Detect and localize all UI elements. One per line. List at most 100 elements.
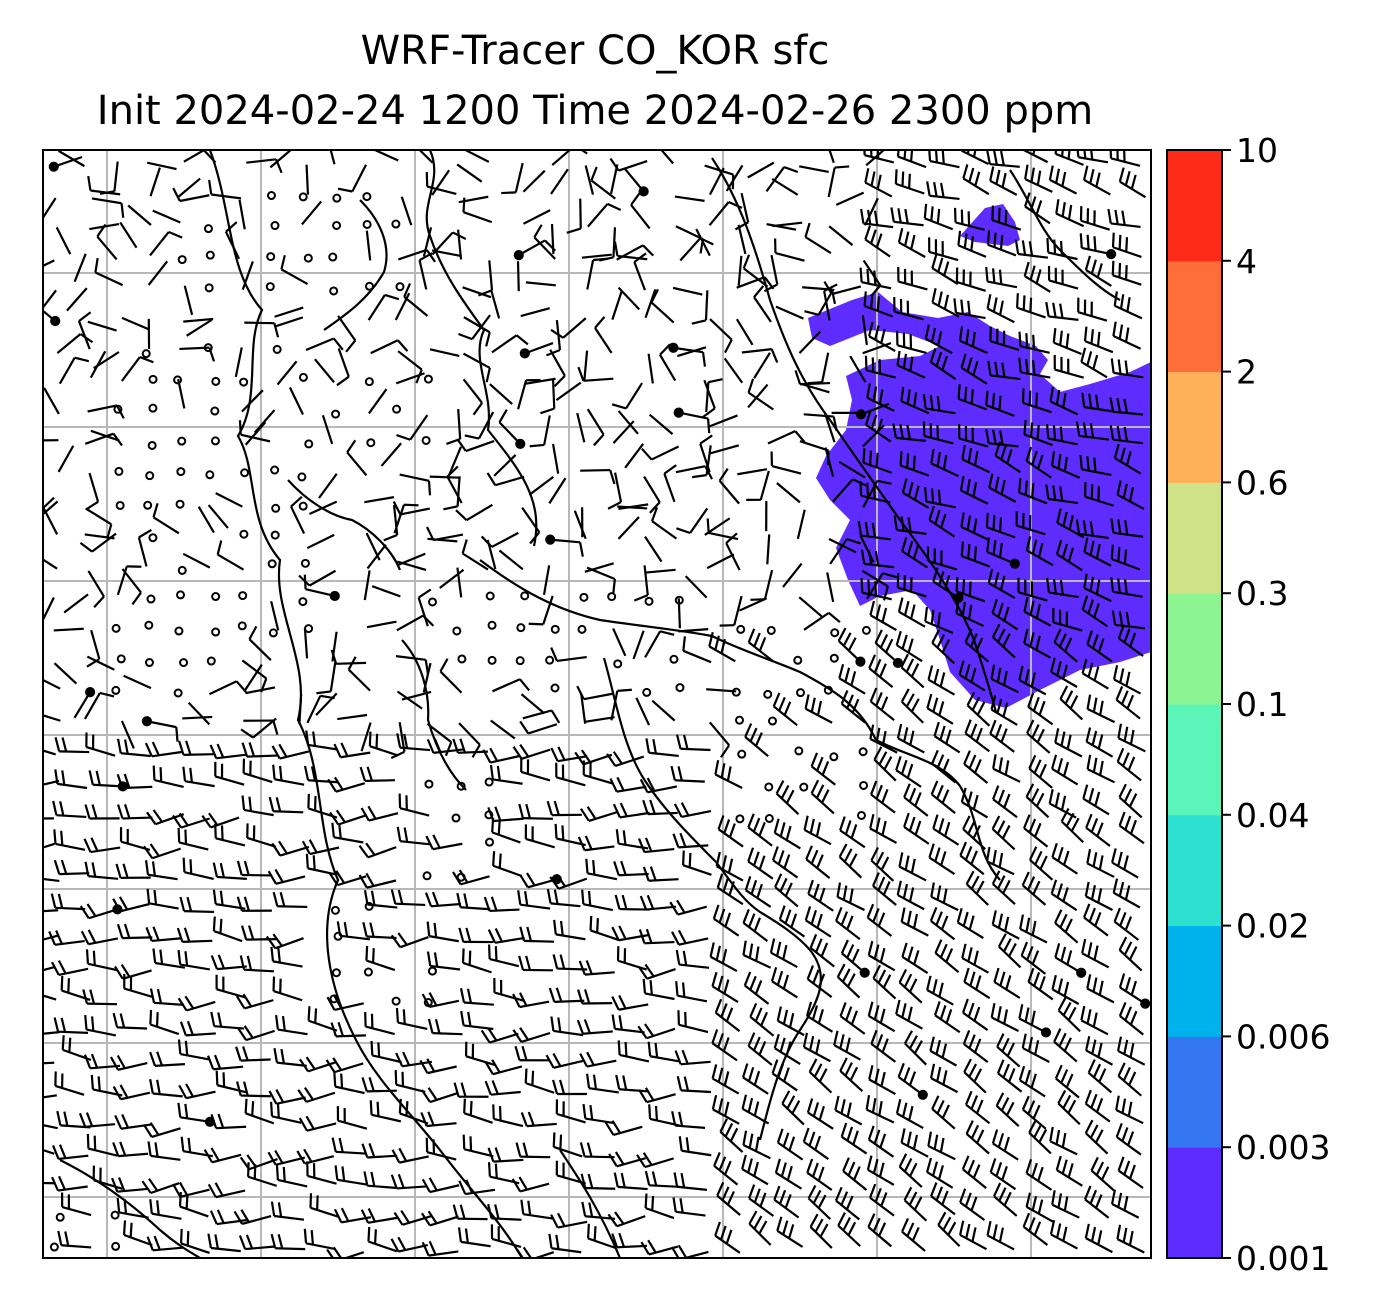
- wind-barb: [235, 1046, 271, 1062]
- wind-barb: [431, 249, 462, 258]
- wind-barb: [675, 465, 714, 480]
- wind-barb: [1021, 1095, 1047, 1130]
- wind-barb: [610, 688, 632, 721]
- wind-barb: [635, 697, 651, 726]
- wind-barb: [838, 460, 866, 479]
- wind-barb: [742, 1130, 771, 1160]
- wind-barb: [867, 1125, 895, 1158]
- wind-barb: [522, 209, 551, 225]
- wind-barb: [519, 926, 554, 943]
- wind-barb: [484, 1080, 521, 1096]
- wind-barb: [898, 1153, 923, 1188]
- wind-barb: [400, 196, 413, 226]
- wind-barb: [489, 289, 501, 319]
- wind-barb: [1051, 842, 1079, 875]
- wind-barb: [248, 625, 272, 661]
- wind-barb: [895, 999, 923, 1030]
- wind-barb: [928, 150, 960, 169]
- wind-barb: [120, 356, 154, 382]
- wind-barb: [270, 1233, 306, 1251]
- calm-wind-marker: [55, 1212, 65, 1222]
- wind-barb: [1075, 519, 1109, 540]
- wind-barb: [802, 1127, 829, 1160]
- wind-barb: [197, 506, 215, 534]
- wind-barb: [487, 1203, 522, 1221]
- wind-barb: [522, 169, 546, 193]
- wind-barb: [337, 164, 368, 193]
- wind-barb: [87, 570, 105, 608]
- wind-barb: [1110, 358, 1144, 379]
- colorbar-segment: [1167, 371, 1222, 483]
- wind-barb: [582, 760, 613, 785]
- wind-barb: [900, 688, 924, 724]
- wind-barb: [1112, 878, 1141, 909]
- wind-barb: [1116, 480, 1145, 510]
- wind-barb: [178, 1191, 209, 1218]
- wind-barb: [862, 342, 892, 355]
- wind-barb: [545, 534, 584, 557]
- wind-barb: [233, 1209, 272, 1226]
- wind-barb: [804, 694, 833, 724]
- wind-barb: [112, 896, 150, 913]
- wind-barb: [421, 1177, 460, 1194]
- wind-barb: [492, 1104, 524, 1128]
- wind-barb: [368, 731, 399, 757]
- wind-barb: [772, 692, 798, 727]
- wind-barb: [144, 860, 178, 881]
- wind-barb: [576, 412, 586, 443]
- wind-barb: [800, 382, 830, 394]
- wind-barb: [741, 348, 779, 363]
- wind-barb: [890, 207, 924, 227]
- wind-barb: [43, 496, 59, 535]
- calm-wind-marker: [173, 688, 183, 698]
- calm-wind-marker: [143, 500, 153, 510]
- wind-barb: [179, 1020, 216, 1037]
- colorbar-segment: [1167, 482, 1222, 594]
- map-title-line2: Init 2024-02-24 1200 Time 2024-02-26 230…: [96, 88, 1094, 134]
- wind-barb: [270, 946, 303, 968]
- wind-barb: [207, 504, 229, 529]
- wind-barb: [866, 1155, 895, 1186]
- wind-barb: [149, 988, 185, 1006]
- wind-barb: [48, 155, 83, 172]
- wind-barb: [272, 891, 308, 909]
- wind-barb: [1045, 484, 1079, 505]
- wind-barb: [804, 906, 832, 938]
- wind-barb: [512, 1027, 551, 1044]
- wind-barb: [607, 1211, 646, 1228]
- wind-barb: [585, 858, 618, 881]
- calm-wind-marker: [424, 779, 434, 789]
- wind-barb: [775, 780, 800, 815]
- wind-barb: [610, 164, 619, 194]
- wind-barb: [594, 316, 613, 354]
- wind-barb: [993, 967, 1021, 999]
- colorbar-tick-label: 0.04: [1236, 796, 1309, 835]
- wind-barb: [458, 1179, 496, 1196]
- wind-barb: [931, 253, 959, 286]
- wind-barb: [1049, 386, 1079, 416]
- wind-barb: [43, 1094, 57, 1099]
- wind-barb: [270, 1101, 302, 1124]
- wind-barb: [491, 678, 531, 693]
- wind-barb: [43, 817, 54, 820]
- wind-barb: [995, 1092, 1020, 1127]
- wind-barb: [182, 857, 214, 881]
- wind-barb: [550, 1212, 588, 1229]
- wind-barb: [1055, 199, 1085, 228]
- wind-barb: [455, 503, 493, 522]
- wind-barb: [896, 150, 927, 169]
- wind-barb: [146, 161, 177, 171]
- wind-barb: [956, 908, 984, 940]
- wind-barb: [927, 1131, 956, 1161]
- wind-barb: [578, 960, 615, 976]
- wind-barb: [963, 967, 991, 1000]
- wind-barb: [957, 230, 987, 258]
- wind-barb: [961, 998, 989, 1031]
- calm-wind-marker: [427, 966, 437, 976]
- wind-barb: [525, 377, 556, 385]
- wind-barb: [482, 747, 520, 764]
- wind-barb: [1028, 1119, 1052, 1155]
- wind-barb: [238, 199, 246, 230]
- wind-barb: [1050, 451, 1081, 479]
- wind-barb: [1020, 941, 1047, 975]
